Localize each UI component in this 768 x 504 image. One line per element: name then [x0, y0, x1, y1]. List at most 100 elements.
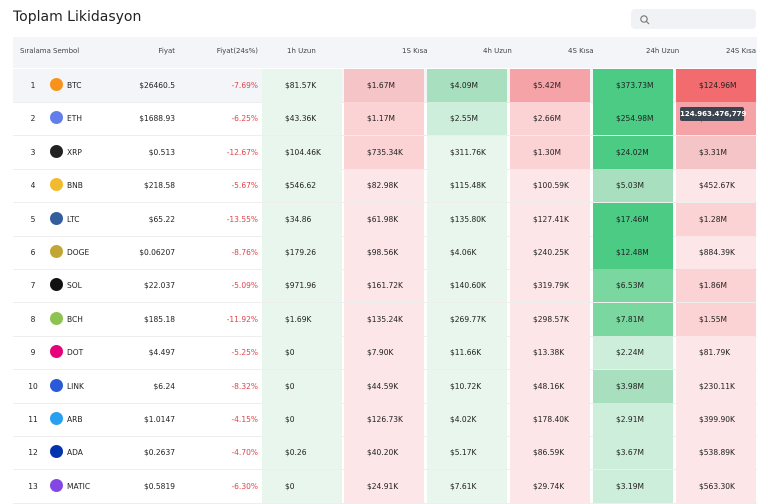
price-change: -4.15% [231, 415, 258, 424]
liquidation-value: $115.48K [450, 181, 486, 191]
liquidation-value: $3.67M [616, 448, 644, 458]
liquidation-value: $1.17M [367, 114, 395, 124]
rank: 4 [30, 181, 36, 191]
table-row[interactable]: 7 SOL $22.037 -5.09% $971.96 $161.72K $140.60K… [13, 269, 757, 304]
table-row[interactable]: 13 MATIC $0.5819 -6.30% $0 $24.91K $7.61K $29.7… [13, 469, 757, 504]
cell-bg [510, 436, 590, 470]
cell-bg [427, 236, 507, 269]
search-box[interactable] [631, 9, 756, 29]
liquidation-value: $319.79K [533, 281, 569, 291]
cell-bg [344, 369, 424, 403]
liquidation-value: $1.69K [285, 314, 312, 324]
cell-bg [510, 336, 590, 370]
liquidation-value: $2.24M [616, 348, 644, 358]
table-row[interactable]: 1 BTC $26460.5 -7.69% $81.57K $1.67M $4.09M $5.… [13, 69, 757, 103]
liquidation-value: $126.73K [367, 415, 403, 424]
cell-bg [262, 102, 342, 136]
liquidation-value: $269.77K [450, 314, 486, 324]
cell-bg [427, 369, 507, 403]
price-change: -12.67% [226, 147, 258, 157]
price: $22.037 [143, 281, 175, 291]
price-change: -4.70% [231, 448, 258, 458]
cell-bg [676, 436, 756, 470]
coin-icon [50, 211, 63, 225]
cell-bg [262, 302, 342, 336]
title: Toplam Likidasyon [13, 9, 142, 25]
cell-bg [344, 302, 424, 336]
table-row[interactable]: 5 LTC $65.22 -13.55% $34.86 $61.98K $135.80K $1… [13, 202, 757, 237]
cell-bg [593, 369, 673, 403]
cell-bg [676, 269, 756, 303]
price: $26460.5 [139, 81, 175, 90]
cell-bg [262, 403, 342, 436]
cell-bg [593, 403, 673, 436]
table-row[interactable]: 6 DOGE $0.06207 -8.76% $179.26 $98.56K $4.06K $… [13, 236, 757, 270]
table-row[interactable]: 4 BNB $218.58 -5.67% $546.62 $82.98K $115.48K $… [13, 169, 757, 204]
price: $65.22 [148, 214, 175, 224]
symbol: BNB [67, 181, 83, 191]
symbol: XRP [67, 147, 82, 157]
rank: 10 [28, 381, 38, 391]
cell-bg [593, 302, 673, 336]
rank: 11 [28, 415, 38, 424]
table-row[interactable]: 10 LINK $6.24 -8.32% $0 $44.59K $10.72K $48.16K… [13, 369, 757, 404]
table-row[interactable]: 12 ADA $0.2637 -4.70% $0.26 $40.20K $5.17K $86.… [13, 436, 757, 471]
price-change: -8.32% [231, 381, 258, 391]
cell-bg [427, 169, 507, 203]
coin-icon [50, 445, 63, 459]
cell-bg [676, 69, 756, 102]
price: $0.06207 [139, 248, 175, 257]
liquidation-value: $1.30M [533, 147, 561, 157]
cell-bg [427, 135, 507, 169]
cell-bg [344, 269, 424, 303]
liquidation-value: $48.16K [533, 381, 565, 391]
cell-bg [593, 236, 673, 269]
cell-bg [262, 236, 342, 269]
rank: 7 [30, 281, 36, 291]
rank: 8 [30, 314, 36, 324]
liquidation-value: $100.59K [533, 181, 569, 191]
table-row[interactable]: 3 XRP $0.513 -12.67% $104.46K $735.34K $311.76… [13, 135, 757, 170]
cell-bg [262, 436, 342, 470]
liquidation-value: $1.28M [699, 214, 727, 224]
liquidation-value: $735.34K [367, 147, 403, 157]
liquidation-value: $29.74K [533, 481, 565, 491]
tooltip: 124.963.476,779 [680, 107, 746, 121]
cell-bg [510, 269, 590, 303]
price: $0.2637 [143, 448, 175, 458]
liquidation-value: $373.73M [616, 81, 654, 90]
cell-bg [510, 469, 590, 503]
liquidation-value: $43.36K [285, 114, 317, 124]
liquidation-value: $86.59K [533, 448, 565, 458]
liquidation-value: $124.96M [699, 81, 737, 90]
cell-bg [676, 369, 756, 403]
price-change: -6.25% [231, 114, 258, 124]
cell-bg [593, 269, 673, 303]
cell-bg [344, 336, 424, 370]
search-icon [640, 15, 650, 25]
liquidation-value: $3.98M [616, 381, 644, 391]
cell-bg [427, 302, 507, 336]
liquidation-value: $254.98M [616, 114, 654, 124]
liquidation-value: $1.86M [699, 281, 727, 291]
symbol: DOGE [67, 248, 90, 257]
cell-bg [676, 469, 756, 503]
table-row[interactable]: 2 ETH $1688.93 -6.25% $43.36K $1.17M $2.55M $2.… [13, 102, 757, 137]
table-row[interactable]: 11 ARB $1.0147 -4.15% $0 $126.73K $4.02K $178.4… [13, 403, 757, 437]
cell-bg [510, 69, 590, 102]
table-row[interactable]: 9 DOT $4.497 -5.25% $0 $7.90K $11.66K $13.38K $2… [13, 336, 757, 371]
rank: 9 [30, 348, 36, 358]
liquidation-value: $179.26 [285, 248, 317, 257]
symbol: BCH [67, 314, 83, 324]
price-change: -7.69% [231, 81, 258, 90]
cell-bg [593, 469, 673, 503]
price: $4.497 [148, 348, 175, 358]
price-change: -5.67% [231, 181, 258, 191]
price-change: -6.30% [231, 481, 258, 491]
liquidation-value: $0 [285, 381, 295, 391]
liquidation-value: $5.17K [450, 448, 477, 458]
liquidation-value: $0 [285, 415, 295, 424]
liquidation-value: $13.38K [533, 348, 565, 358]
cell-bg [427, 336, 507, 370]
table-row[interactable]: 8 BCH $185.18 -11.92% $1.69K $135.24K $269.77K… [13, 302, 757, 337]
